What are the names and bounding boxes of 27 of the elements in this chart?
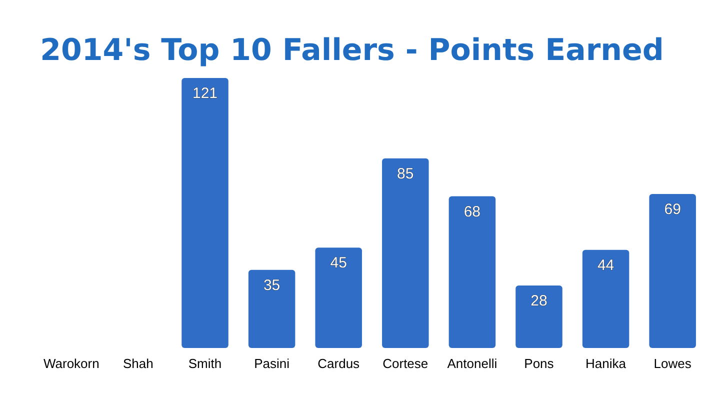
data-label: 121 — [192, 85, 218, 102]
x-tick-label: Hanika — [586, 356, 627, 371]
bar — [382, 158, 429, 348]
x-tick-label: Cortese — [382, 356, 428, 371]
bar — [182, 78, 228, 348]
data-label: 69 — [664, 201, 681, 218]
bar — [649, 194, 696, 348]
x-tick-label: Pasini — [254, 356, 290, 371]
bar — [582, 250, 630, 348]
bar — [448, 196, 496, 348]
x-tick-label: Smith — [188, 356, 222, 371]
x-tick-label: Antonelli — [447, 356, 498, 371]
data-label: 45 — [330, 254, 347, 272]
data-label: 28 — [530, 292, 548, 310]
x-tick-label: Warokorn — [43, 356, 100, 371]
data-label: 35 — [263, 276, 280, 294]
x-tick-label: Cardus — [318, 356, 360, 371]
x-tick-label: Pons — [524, 356, 554, 371]
x-tick-label: Shah — [123, 356, 154, 371]
data-label: 85 — [397, 165, 414, 182]
chart-title: 2014's Top 10 Fallers - Points Earned — [40, 33, 664, 68]
bar — [315, 248, 362, 348]
data-label: 68 — [464, 203, 481, 220]
x-tick-label: Lowes — [654, 356, 692, 371]
data-label: 44 — [597, 256, 614, 274]
bar — [248, 270, 296, 348]
bar — [516, 286, 562, 348]
